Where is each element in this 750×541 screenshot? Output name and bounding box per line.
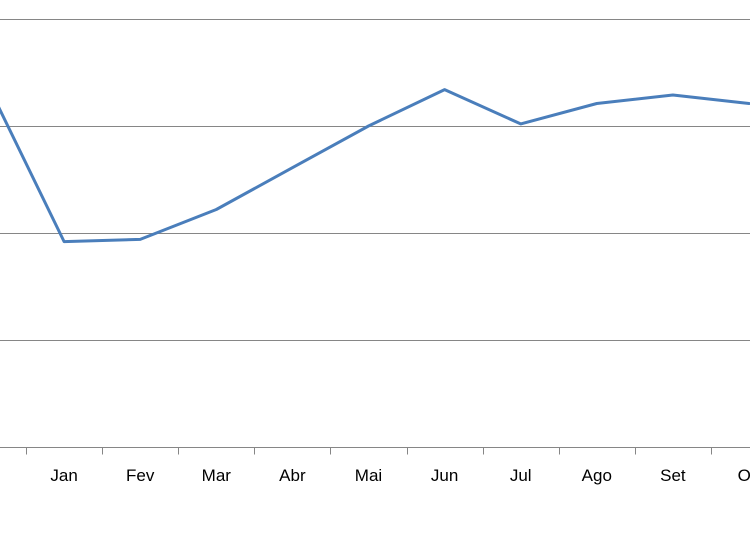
x-tick-label: Ago [582,466,612,485]
series-line [0,85,749,241]
x-tick-label: Jan [50,466,77,485]
x-tick-label: Set [660,466,686,485]
x-tick-label: Jun [431,466,458,485]
gridlines [0,20,750,341]
x-tick-label: Mai [355,466,382,485]
x-tick-label: Mar [202,466,232,485]
series-layer [0,85,749,241]
x-tick-label: Ou [738,466,750,485]
x-tick-labels: 21JanFevMarAbrMaiJunJulAgoSetOu [0,466,750,485]
x-tick-label: Abr [279,466,306,485]
x-axis [0,448,750,455]
x-tick-label: Jul [510,466,532,485]
x-tick-label: Fev [126,466,155,485]
